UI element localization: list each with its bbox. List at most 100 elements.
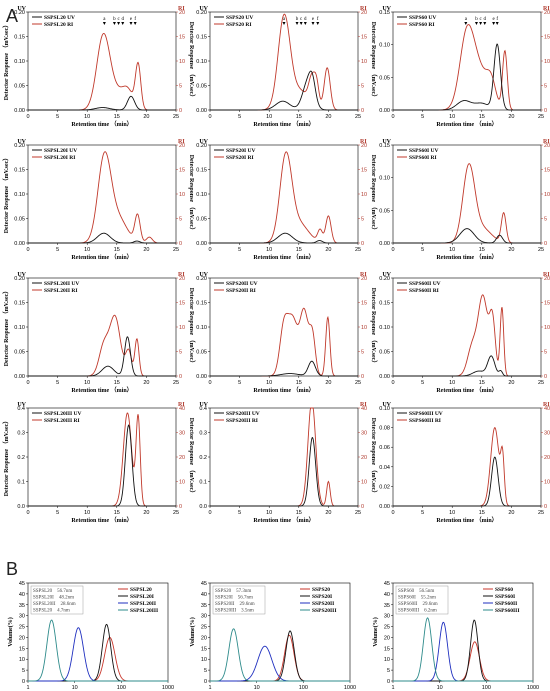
ri-series-line [210,13,358,111]
y2-tick-label: 5 [179,217,182,223]
y-tick-label: 0.0 [17,504,25,510]
y-tick-label: 0.10 [196,192,207,198]
uv-axis-label: UV [17,139,26,145]
y-tick-label: 30 [384,614,390,620]
y2-tick-label: 20 [179,276,185,282]
peak-annotation-label: b [296,17,299,22]
series-line [28,619,168,682]
x-tick-label: 10 [84,247,90,253]
peak-annotation-arrow [133,22,137,25]
y-tick-label: 0.00 [14,241,25,247]
uv-axis-label: UV [382,272,391,278]
y-tick-label: 0.10 [196,325,207,331]
uv-series-line [28,232,176,244]
legend-label: SSPS20I UV [226,148,256,154]
y-axis-label: Volume(%) [7,617,14,646]
legend-label: SSPSL20II UV [44,281,79,287]
y-tick-label: 5 [204,668,207,674]
x-tick-label: 0 [391,510,394,516]
ri-axis-label: RI [178,272,185,278]
y-tick-label: 0.05 [196,217,207,223]
y2-tick-label: 20 [544,143,550,149]
peak-annotation-arrow [474,22,478,25]
series-line [393,617,533,682]
y-tick-label: 0.15 [379,143,390,149]
x-tick-label: 10 [449,510,455,516]
x-tick-label: 0 [26,380,29,386]
x-axis-label: Retention time （min） [436,120,497,128]
x-axis-label: Retention time （min） [253,120,314,128]
x-tick-label: 25 [538,247,544,253]
y2-tick-label: 20 [361,276,367,282]
peak-annotation-label: f [496,17,498,22]
peak-annotation-arrow [483,22,487,25]
ri-axis-label: RI [543,402,550,408]
y2-tick-label: 10 [361,59,367,65]
y-tick-label: 0.10 [14,59,25,65]
x-tick-label: 5 [421,380,424,386]
x-tick-label: 20 [143,510,149,516]
y-tick-label: 0.05 [14,217,25,223]
y2-tick-label: 10 [544,192,550,198]
y2-tick-label: 0 [361,374,364,380]
size-textbox-line: SSPS20III 3.5nm [215,609,254,614]
y2-tick-label: 20 [544,276,550,282]
x-axis-label: Retention time （min） [71,516,132,524]
x-tick-label: 0 [26,247,29,253]
x-tick-label: 100 [117,685,126,691]
y-tick-label: 25 [201,625,207,631]
chromatogram-1: 0 5 10 15 20 25 0.00 0.05 0.10 0.15 0.20 0 5 10 15 20 UV… [2,6,196,128]
y-tick-label: 0.15 [196,35,207,41]
y2-tick-label: 0 [179,108,182,114]
size-textbox-line: SSPS60 56.5nm [398,589,434,594]
size-textbox-line: SSPSL20II 28.6nm [33,602,76,607]
y-tick-label: 0.20 [196,276,207,282]
legend-label: SSPSL20III [130,608,158,614]
x-tick-label: 0 [26,510,29,516]
series-line [393,641,533,682]
x-tick-label: 20 [143,114,149,120]
x-tick-label: 100 [299,685,308,691]
y2-tick-label: 0 [544,241,547,247]
chromatogram-11: 0 5 10 15 20 25 0.0 0.1 0.2 0.3 0.4 0 10 20 30 40 UV RI Re… [199,402,378,524]
y-tick-label: 0.15 [379,301,390,307]
y-tick-label: 0.15 [379,10,390,16]
ri-axis-label: RI [360,139,367,145]
y2-tick-label: 0 [179,241,182,247]
series-line [393,621,533,682]
y-tick-label: 35 [384,603,390,609]
legend-label: SSPS20 RI [226,22,252,28]
y-axis-label: Volume(%) [372,617,379,646]
size-textbox-line: SSPS60II 29.6nm [398,602,438,607]
legend-label: SSPS20 [312,587,330,593]
ri-series-line [210,307,358,377]
y2-tick-label: 0 [544,374,547,380]
peak-annotation-arrow [479,22,483,25]
x-tick-label: 25 [538,510,544,516]
y2-tick-label: 15 [361,301,367,307]
y-tick-label: 35 [201,603,207,609]
y2-tick-label: 5 [361,350,364,356]
panel-label-a: A [6,6,18,26]
peak-annotation-arrow [311,22,315,25]
peak-annotation-label: c [479,17,482,22]
legend-label: SSPSL20III UV [44,411,81,417]
uv-series-line [28,424,176,507]
y-tick-label: 0.20 [14,10,25,16]
y-tick-label: 45 [19,581,25,587]
uv-series-line [210,436,358,507]
size-textbox [30,585,84,615]
x-tick-label: 5 [421,510,424,516]
ri-axis-label: RI [360,6,367,12]
x-tick-label: 15 [479,114,485,120]
x-tick-label: 1000 [527,685,539,691]
y-tick-label: 0.1 [199,480,207,486]
y2-tick-label: 30 [179,431,185,437]
y2-tick-label: 40 [544,406,550,412]
ri-series-line [28,32,176,111]
size-textbox-line: SSPS60I 55.2nm [398,596,436,601]
peak-annotation-arrow [495,22,499,25]
ri-axis-label: RI [543,6,550,12]
peak-annotation-arrow [282,22,286,25]
